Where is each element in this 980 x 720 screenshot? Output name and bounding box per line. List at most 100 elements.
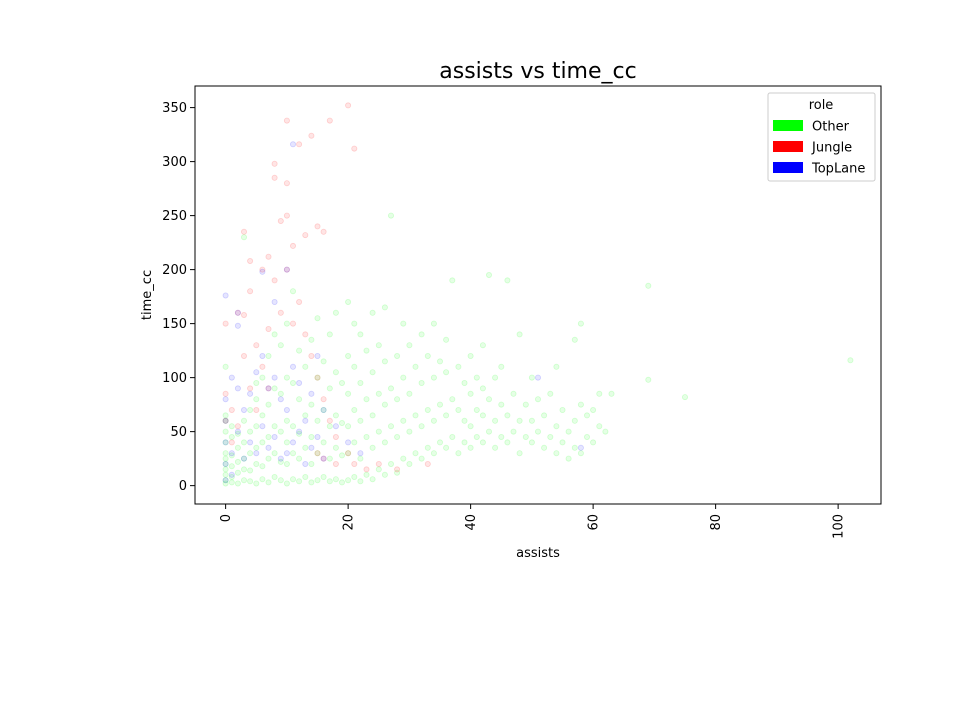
point-jungle-12 <box>247 385 254 392</box>
point-other-62 <box>283 439 290 446</box>
point-other-171 <box>430 320 437 327</box>
point-jungle-44 <box>326 417 333 424</box>
point-toplane-29 <box>283 266 290 273</box>
point-other-240 <box>584 433 591 440</box>
point-other-193 <box>473 406 480 413</box>
point-toplane-37 <box>302 417 309 424</box>
point-other-234 <box>571 444 578 451</box>
plot-frame <box>194 85 882 505</box>
point-other-236 <box>571 336 578 343</box>
point-other-114 <box>351 473 358 480</box>
point-other-206 <box>498 401 505 408</box>
point-other-73 <box>296 430 303 437</box>
point-other-211 <box>510 428 517 435</box>
point-other-225 <box>547 433 554 440</box>
point-other-45 <box>265 479 272 486</box>
point-other-215 <box>516 331 523 338</box>
point-other-194 <box>473 374 480 381</box>
point-other-180 <box>449 396 456 403</box>
point-other-13 <box>228 473 235 480</box>
legend: role Other Jungle TopLane <box>767 92 876 182</box>
point-other-14 <box>228 463 235 470</box>
point-other-123 <box>357 331 364 338</box>
point-other-104 <box>338 479 345 486</box>
point-other-214 <box>516 417 523 424</box>
point-other-84 <box>308 336 315 343</box>
point-jungle-28 <box>283 266 290 273</box>
point-other-154 <box>406 460 413 467</box>
point-toplane-40 <box>308 444 315 451</box>
point-other-191 <box>467 352 474 359</box>
point-other-51 <box>271 450 278 457</box>
y-tick-label-0: 0 <box>179 479 187 494</box>
point-other-16 <box>228 433 235 440</box>
point-other-20 <box>234 458 241 465</box>
point-other-213 <box>516 450 523 457</box>
point-toplane-31 <box>283 450 290 457</box>
point-toplane-0 <box>222 292 229 299</box>
legend-title: role <box>809 98 834 113</box>
point-other-172 <box>436 439 443 446</box>
point-other-182 <box>455 450 462 457</box>
point-other-46 <box>265 455 272 462</box>
point-other-132 <box>369 309 376 316</box>
point-other-155 <box>406 428 413 435</box>
y-tick-label-100: 100 <box>162 371 187 386</box>
point-other-149 <box>394 352 401 359</box>
point-other-145 <box>387 212 394 219</box>
point-jungle-31 <box>296 141 303 148</box>
point-jungle-10 <box>247 257 254 264</box>
point-other-134 <box>375 428 382 435</box>
point-other-71 <box>296 478 303 485</box>
point-jungle-25 <box>283 117 290 124</box>
point-other-192 <box>473 433 480 440</box>
point-other-113 <box>345 298 352 305</box>
point-toplane-25 <box>271 374 278 381</box>
point-toplane-38 <box>302 460 309 467</box>
point-other-203 <box>492 417 499 424</box>
point-other-140 <box>381 358 388 365</box>
point-jungle-30 <box>289 320 296 327</box>
point-toplane-43 <box>320 406 327 413</box>
point-other-50 <box>271 473 278 480</box>
x-tick-label-40: 40 <box>464 514 479 531</box>
point-other-221 <box>535 428 542 435</box>
point-jungle-42 <box>320 455 327 462</box>
point-toplane-19 <box>259 268 266 275</box>
point-other-118 <box>351 320 358 327</box>
point-jungle-51 <box>363 466 370 473</box>
point-other-168 <box>430 450 437 457</box>
point-jungle-26 <box>283 180 290 187</box>
point-other-26 <box>240 439 247 446</box>
point-toplane-47 <box>357 450 364 457</box>
point-jungle-45 <box>332 433 339 440</box>
point-other-161 <box>418 455 425 462</box>
point-other-53 <box>271 385 278 392</box>
point-toplane-34 <box>289 439 296 446</box>
point-other-77 <box>302 444 309 451</box>
point-toplane-27 <box>277 396 284 403</box>
point-other-25 <box>240 455 247 462</box>
points-layer <box>222 102 854 487</box>
point-other-36 <box>253 444 260 451</box>
point-toplane-20 <box>259 352 266 359</box>
point-other-235 <box>571 417 578 424</box>
point-other-76 <box>302 473 309 480</box>
point-other-19 <box>234 469 241 476</box>
point-other-80 <box>308 479 315 486</box>
point-toplane-4 <box>222 460 229 467</box>
point-other-55 <box>277 477 284 484</box>
point-other-24 <box>240 466 247 473</box>
point-toplane-12 <box>234 428 241 435</box>
point-other-78 <box>302 412 309 419</box>
point-jungle-14 <box>253 406 260 413</box>
point-jungle-37 <box>314 223 321 230</box>
point-jungle-43 <box>326 117 333 124</box>
point-other-3 <box>222 466 229 473</box>
y-tick-label-50: 50 <box>170 425 187 440</box>
chart-title: assists vs time_cc <box>439 59 636 84</box>
point-jungle-48 <box>345 450 352 457</box>
point-toplane-41 <box>314 352 321 359</box>
point-other-147 <box>394 433 401 440</box>
